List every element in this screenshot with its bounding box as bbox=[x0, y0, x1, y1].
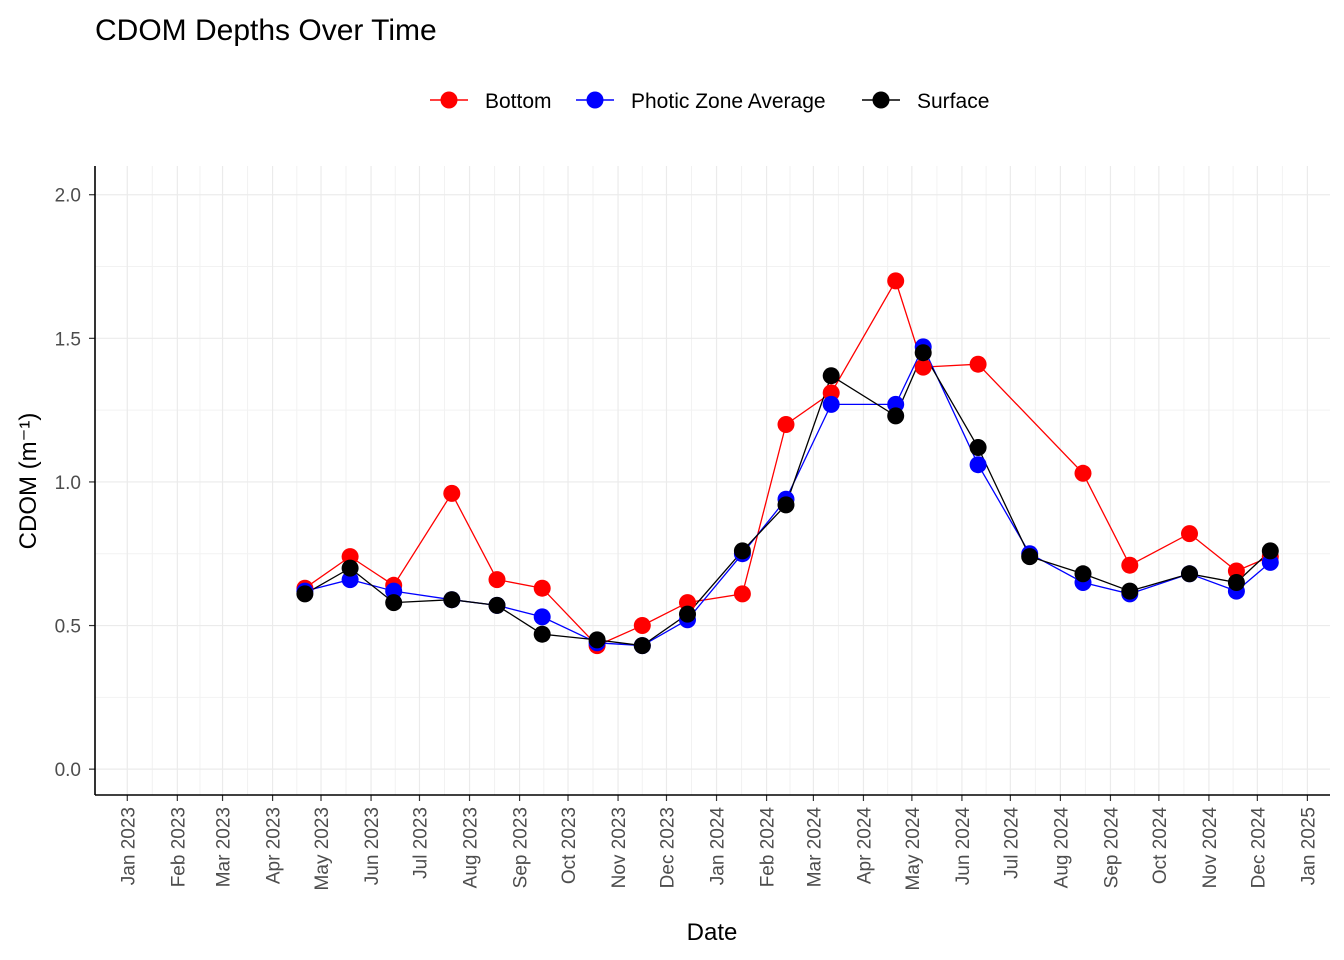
data-point-surface bbox=[633, 637, 651, 655]
data-point-surface bbox=[341, 559, 359, 577]
series-layer bbox=[296, 272, 1279, 655]
y-tick-label: 0.5 bbox=[55, 617, 81, 638]
data-point-surface bbox=[488, 596, 506, 614]
x-tick-label: Apr 2023 bbox=[264, 807, 285, 884]
x-tick-label: Mar 2023 bbox=[214, 807, 235, 887]
data-point-surface bbox=[1074, 565, 1092, 583]
series-line-bottom bbox=[304, 279, 1271, 647]
data-point-bottom bbox=[969, 355, 987, 373]
legend: Bottom Photic Zone Average Surface bbox=[430, 90, 989, 113]
tick-labels: Jan 2023 Feb 2023 Mar 2023 Apr 2023 May 2023… bbox=[55, 186, 1320, 891]
x-tick-label: Nov 2024 bbox=[1200, 807, 1221, 889]
legend-item-bottom: Bottom bbox=[430, 90, 552, 113]
legend-item-surface: Surface bbox=[862, 90, 989, 113]
data-point-bottom bbox=[443, 484, 461, 502]
data-point-surface bbox=[588, 631, 606, 649]
data-point-surface bbox=[385, 594, 403, 612]
data-point-surface bbox=[887, 407, 905, 425]
x-tick-label: Jun 2024 bbox=[953, 807, 974, 886]
legend-label: Bottom bbox=[485, 90, 552, 113]
x-tick-label: Aug 2023 bbox=[461, 807, 482, 888]
legend-label: Surface bbox=[917, 90, 989, 113]
x-tick-label: Jan 2024 bbox=[708, 807, 729, 886]
data-point-bottom bbox=[533, 579, 551, 597]
legend-key-marker bbox=[586, 91, 604, 109]
data-point-bottom bbox=[777, 416, 795, 433]
data-point-bottom bbox=[488, 571, 506, 589]
y-tick-label: 1.5 bbox=[55, 329, 81, 350]
x-tick-label: Apr 2024 bbox=[854, 807, 875, 885]
data-point-photic-zone-average bbox=[822, 395, 840, 413]
x-tick-label: Jan 2025 bbox=[1298, 807, 1319, 885]
data-point-photic-zone-average bbox=[533, 608, 551, 626]
data-point-surface bbox=[969, 439, 987, 456]
x-tick-label: Feb 2023 bbox=[168, 807, 189, 887]
x-tick-label: Nov 2023 bbox=[609, 807, 630, 888]
legend-key-marker bbox=[872, 91, 890, 109]
data-point-bottom bbox=[1121, 556, 1139, 574]
axes bbox=[89, 166, 1330, 801]
y-tick-label: 1.0 bbox=[55, 473, 81, 494]
data-point-surface bbox=[1227, 574, 1245, 591]
x-tick-label: Sep 2024 bbox=[1101, 807, 1122, 889]
x-tick-label: Mar 2024 bbox=[804, 807, 825, 888]
data-point-surface bbox=[533, 625, 551, 643]
data-point-surface bbox=[822, 367, 840, 385]
legend-label: Photic Zone Average bbox=[631, 90, 826, 113]
x-tick-label: Sep 2023 bbox=[511, 807, 532, 888]
x-axis-title: Date bbox=[687, 919, 738, 946]
x-tick-label: May 2023 bbox=[312, 807, 333, 890]
x-tick-label: Oct 2023 bbox=[559, 807, 580, 884]
data-point-surface bbox=[296, 585, 314, 603]
data-point-bottom bbox=[1074, 464, 1092, 482]
data-point-surface bbox=[777, 496, 795, 514]
y-tick-label: 2.0 bbox=[55, 186, 81, 207]
grid bbox=[95, 166, 1330, 795]
x-tick-label: Jul 2023 bbox=[410, 807, 431, 879]
x-tick-label: Dec 2024 bbox=[1248, 807, 1269, 889]
data-point-surface bbox=[443, 591, 461, 609]
x-tick-label: Dec 2023 bbox=[657, 807, 678, 888]
legend-key-marker bbox=[440, 91, 458, 109]
data-point-bottom bbox=[914, 358, 932, 376]
data-point-surface bbox=[914, 344, 932, 362]
legend-item-photic-zone-average: Photic Zone Average bbox=[576, 90, 826, 113]
data-point-bottom bbox=[633, 617, 651, 634]
x-tick-label: Oct 2024 bbox=[1150, 807, 1171, 885]
chart-title: CDOM Depths Over Time bbox=[95, 14, 437, 47]
data-point-surface bbox=[1261, 542, 1279, 560]
data-point-photic-zone-average bbox=[969, 456, 987, 474]
data-point-surface bbox=[679, 605, 696, 623]
x-tick-label: Jan 2023 bbox=[118, 807, 139, 885]
data-point-bottom bbox=[733, 585, 751, 603]
data-point-surface bbox=[1121, 582, 1139, 600]
data-point-surface bbox=[733, 542, 751, 560]
x-tick-label: Aug 2024 bbox=[1051, 807, 1072, 889]
x-tick-label: Jun 2023 bbox=[362, 807, 383, 885]
data-point-surface bbox=[1181, 565, 1198, 583]
y-axis-title: CDOM (m⁻¹) bbox=[15, 413, 42, 550]
x-tick-label: Feb 2024 bbox=[758, 807, 779, 888]
data-point-bottom bbox=[887, 272, 905, 290]
x-tick-label: May 2024 bbox=[903, 807, 924, 891]
x-tick-label: Jul 2024 bbox=[1001, 807, 1022, 879]
data-point-bottom bbox=[1181, 525, 1198, 543]
y-tick-label: 0.0 bbox=[55, 760, 81, 781]
data-point-surface bbox=[1021, 548, 1039, 566]
